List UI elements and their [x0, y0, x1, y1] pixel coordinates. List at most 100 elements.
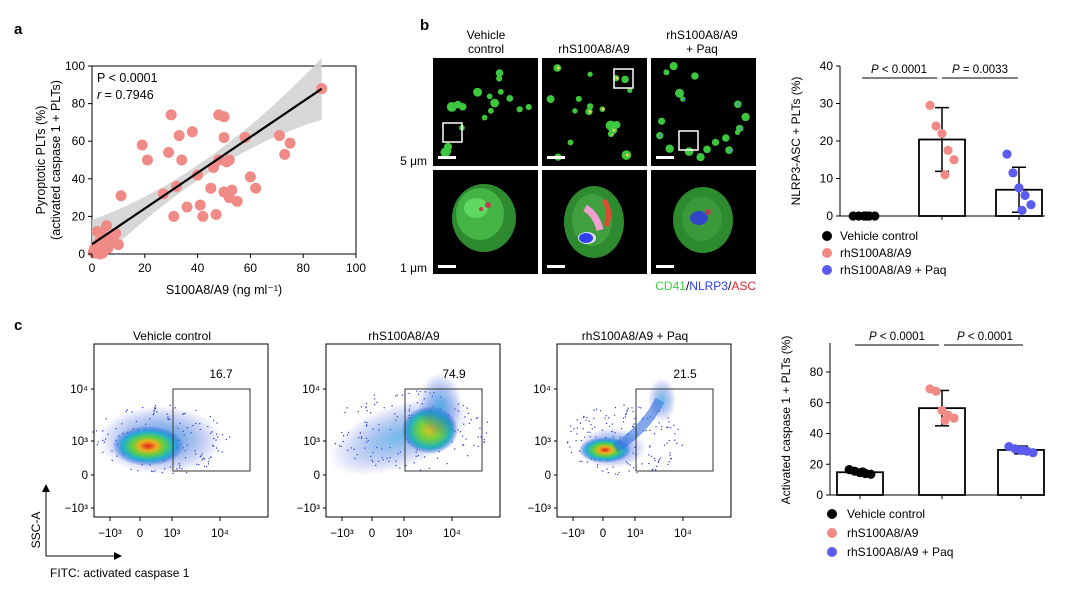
fitc-arrow-head	[114, 552, 122, 560]
fitc-axis-label: FITC: activated caspase 1	[50, 566, 190, 580]
sig-p-1: P	[869, 331, 877, 343]
flow-event	[628, 470, 630, 472]
flow-x-tick-label: 10⁴	[674, 528, 692, 540]
platelet	[741, 112, 750, 122]
bar-point	[925, 100, 935, 110]
regression-line	[91, 87, 323, 246]
flow-event	[653, 457, 655, 459]
y-axis-label-line2: (activated caspase 1 + PLTs)	[49, 80, 63, 240]
stat-r-value: r = 0.7946	[97, 88, 154, 102]
flow-event	[569, 446, 571, 448]
flow-event	[169, 404, 171, 406]
gate-value-paq: 21.5	[673, 367, 697, 381]
flow-title-rhs: rhS100A8/A9	[368, 329, 440, 343]
flow-event	[636, 472, 638, 474]
legend-label-vehicle: Vehicle control	[847, 507, 925, 521]
platelet	[506, 94, 514, 102]
legend-dot-paq	[827, 547, 837, 557]
platelet	[567, 139, 574, 146]
scatter-point	[141, 154, 153, 166]
stat-r-number: = 0.7946	[101, 88, 154, 102]
flow-y-tick-label: −10³	[528, 503, 552, 515]
scatter-point	[165, 109, 177, 121]
flow-y-tick-label: −10³	[65, 503, 89, 515]
platelet	[575, 95, 582, 102]
stain-slash-1: /	[686, 279, 690, 293]
col-title-vehicle-l1: Vehicle	[467, 28, 506, 42]
bars	[836, 384, 1045, 499]
platelet	[696, 152, 705, 162]
scatter-point	[186, 126, 198, 138]
scatter-point	[210, 209, 222, 221]
flow-x-tick-label: 10³	[396, 528, 413, 540]
flow-event	[627, 407, 629, 409]
flow-event	[657, 461, 660, 463]
flow-frame-paq	[556, 343, 732, 518]
bar-point	[866, 469, 876, 479]
flow-frame-rhs	[325, 343, 501, 518]
flow-event	[648, 454, 650, 456]
legend-dot-vehicle	[827, 509, 837, 519]
y-tick-label: 80	[72, 97, 86, 111]
legend-label-paq: rhS100A8/A9 + Paq	[840, 263, 946, 277]
flow-event	[594, 426, 596, 428]
flow-event	[463, 444, 465, 446]
flow-event	[579, 422, 582, 424]
flow-event	[674, 439, 676, 441]
y-tick-label: 40	[72, 172, 86, 186]
bar-point	[943, 145, 953, 155]
platelet	[658, 117, 666, 125]
flow-event	[573, 428, 575, 430]
gate-vehicle	[172, 388, 251, 472]
flow-event	[655, 426, 657, 428]
flow-event	[658, 422, 660, 424]
flow-event	[660, 457, 662, 459]
flow-event	[622, 417, 625, 419]
flow-event	[207, 461, 209, 463]
scale-bar-top-2	[547, 156, 565, 159]
flow-plot-rhs: 74.9	[325, 343, 501, 518]
scatter-point	[231, 195, 243, 207]
platelet	[684, 147, 694, 156]
platelet	[711, 138, 720, 146]
bar-point	[940, 170, 950, 180]
platelet-spot	[739, 127, 742, 130]
flow-event	[221, 434, 224, 436]
flow-event	[221, 451, 223, 453]
flow-event	[623, 404, 625, 406]
x-tick-label: 40	[191, 261, 205, 275]
bar-point	[1002, 149, 1012, 159]
col-title-rhs-l1: rhS100A8/A9	[558, 42, 630, 56]
stain-cd41: CD41	[655, 279, 686, 293]
scatter-point	[91, 225, 103, 237]
platelet	[490, 98, 500, 108]
flow-event	[486, 421, 488, 423]
bar-chart-nlrp3: 0 10 20 30 40 NLRP3-ASC + PLTs (%) P < 0.000…	[789, 59, 1045, 277]
flow-event	[618, 471, 620, 474]
flow-x-tick-label: 0	[137, 528, 143, 540]
flow-event	[638, 406, 640, 408]
x-tick-label: 0	[89, 261, 96, 275]
sig-p-1: P	[871, 64, 879, 76]
bar-point	[1026, 200, 1036, 210]
flow-event	[370, 412, 372, 414]
scatter-point	[173, 130, 185, 142]
legend-dot-rhs	[827, 528, 837, 538]
flow-event	[596, 408, 598, 410]
flow-event	[477, 417, 479, 419]
scatter-point	[197, 210, 209, 222]
flow-event	[604, 417, 606, 419]
flow-event	[677, 428, 679, 431]
platelet	[481, 114, 488, 121]
scale-label-top: 5 μm	[400, 154, 427, 168]
zoom-cell-rhs	[564, 186, 624, 258]
flow-event	[172, 472, 174, 475]
flow-event	[673, 424, 675, 426]
bar-point	[931, 121, 941, 131]
flow-event	[654, 459, 656, 462]
stat-r-symbol: r	[97, 88, 102, 102]
flow-event	[454, 448, 456, 450]
platelet	[734, 129, 741, 136]
flow-title-paq: rhS100A8/A9 + Paq	[582, 329, 688, 343]
